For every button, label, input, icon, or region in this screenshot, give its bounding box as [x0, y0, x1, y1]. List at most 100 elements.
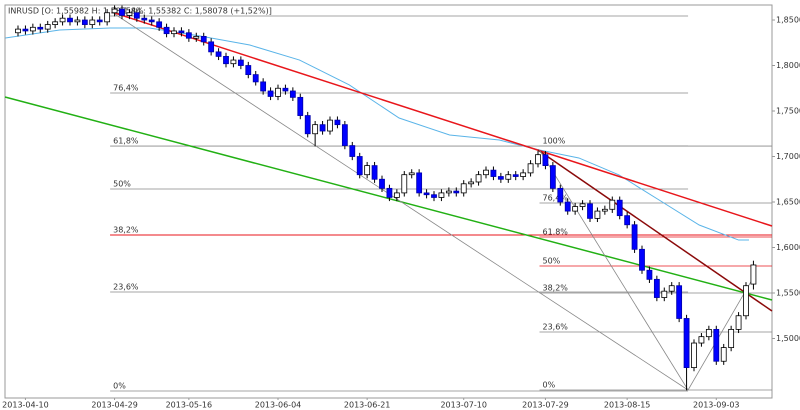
candle-body [668, 285, 675, 292]
x-tick-label: 2013-07-10 [440, 401, 487, 410]
candle-body [431, 194, 437, 198]
fib-label: 38,2% [113, 226, 139, 235]
candle-body [505, 174, 512, 180]
candle-body [126, 12, 133, 16]
candle-body [282, 87, 289, 92]
candle-body [260, 81, 267, 92]
candle-body [475, 174, 482, 183]
candle-body [156, 21, 163, 28]
fib-label: 23,6% [542, 323, 568, 332]
candle-body [304, 115, 311, 135]
candle-body [401, 174, 408, 194]
y-tick-label: 1,80000 [776, 61, 800, 70]
candle-body [661, 290, 668, 298]
candle-body [237, 59, 244, 66]
candle-body [564, 201, 571, 212]
candle-body [334, 119, 341, 126]
candle-body [512, 174, 519, 177]
trendline [111, 11, 773, 227]
candle-body [713, 328, 720, 362]
candle-body [193, 35, 200, 39]
x-tick-label: 2013-06-04 [255, 401, 302, 410]
candle-body [572, 206, 579, 212]
candle-body [542, 154, 549, 167]
candle-body [728, 328, 735, 348]
chart-title: INRUSD [O: 1,55982 H: 1,58554 L: 1,55382… [8, 7, 272, 16]
fib-label: 50% [113, 179, 131, 188]
candle-body [676, 285, 683, 319]
candle-body [379, 178, 385, 189]
candle-body [59, 17, 66, 23]
candle-body [133, 12, 140, 19]
candle-body [245, 65, 252, 76]
candle-body [29, 26, 36, 32]
y-tick-label: 1,50000 [776, 334, 800, 343]
candle-body [579, 203, 586, 207]
candle-body [587, 203, 593, 219]
candle-body [37, 26, 44, 30]
fib-label: 100% [542, 137, 565, 146]
candle-body [535, 154, 541, 165]
candle-body [252, 74, 259, 83]
candle-body [185, 32, 192, 39]
candle-body [460, 183, 467, 194]
fib-label: 23,6% [113, 282, 139, 291]
candle-body [735, 315, 742, 330]
y-tick-label: 1,85000 [776, 16, 800, 25]
fib-label: 0% [113, 381, 126, 390]
candle-body [67, 17, 73, 23]
fib-label: 76,4% [542, 194, 568, 203]
candle-body [698, 336, 705, 344]
candle-body [683, 318, 690, 369]
candle-body [594, 210, 601, 219]
candle-body [557, 187, 564, 203]
candle-body [200, 35, 207, 43]
candle-body [609, 199, 616, 210]
candle-body [148, 19, 155, 23]
x-tick-label: 2013-04-10 [2, 401, 49, 410]
candle-body [438, 192, 445, 198]
candle-body [549, 165, 556, 189]
candle-body [52, 21, 59, 25]
candle-body [743, 285, 749, 317]
candle-body [386, 187, 393, 198]
moving-average [5, 27, 749, 241]
candle-body [230, 59, 237, 65]
candle-body [639, 248, 645, 271]
fib-label: 0% [542, 380, 555, 389]
candle-body [356, 156, 363, 176]
candle-body [297, 96, 304, 116]
x-tick-label: 2013-07-29 [522, 401, 569, 410]
candle-body [720, 347, 727, 362]
fib-label: 61,8% [113, 137, 139, 146]
candle-body [527, 163, 534, 174]
candle-body [468, 181, 475, 185]
candle-body [44, 24, 51, 30]
candle-body [705, 328, 712, 338]
fib-label: 161,8% [113, 7, 144, 16]
candle-body [171, 30, 177, 35]
candle-body [141, 17, 148, 21]
candle-body [423, 192, 430, 196]
fib-label: 61,8% [542, 228, 568, 237]
candle-body [104, 12, 111, 23]
x-tick-label: 2013-06-21 [344, 401, 391, 410]
candle-body [750, 264, 757, 285]
candle-body [22, 28, 29, 32]
candle-body [408, 172, 415, 176]
candle-body [119, 8, 125, 16]
candle-body [364, 165, 371, 176]
x-tick-label: 2013-04-29 [91, 401, 138, 410]
candle-body [319, 124, 326, 132]
candle-body [267, 90, 274, 97]
trendline [687, 279, 753, 391]
candle-body [393, 192, 400, 198]
candle-body [349, 145, 356, 157]
y-tick-label: 1,60000 [776, 243, 800, 252]
candle-body [74, 19, 81, 23]
candle-body [81, 19, 88, 25]
y-tick-label: 1,75000 [776, 107, 800, 116]
candle-body [601, 208, 608, 212]
candle-body [163, 26, 170, 35]
